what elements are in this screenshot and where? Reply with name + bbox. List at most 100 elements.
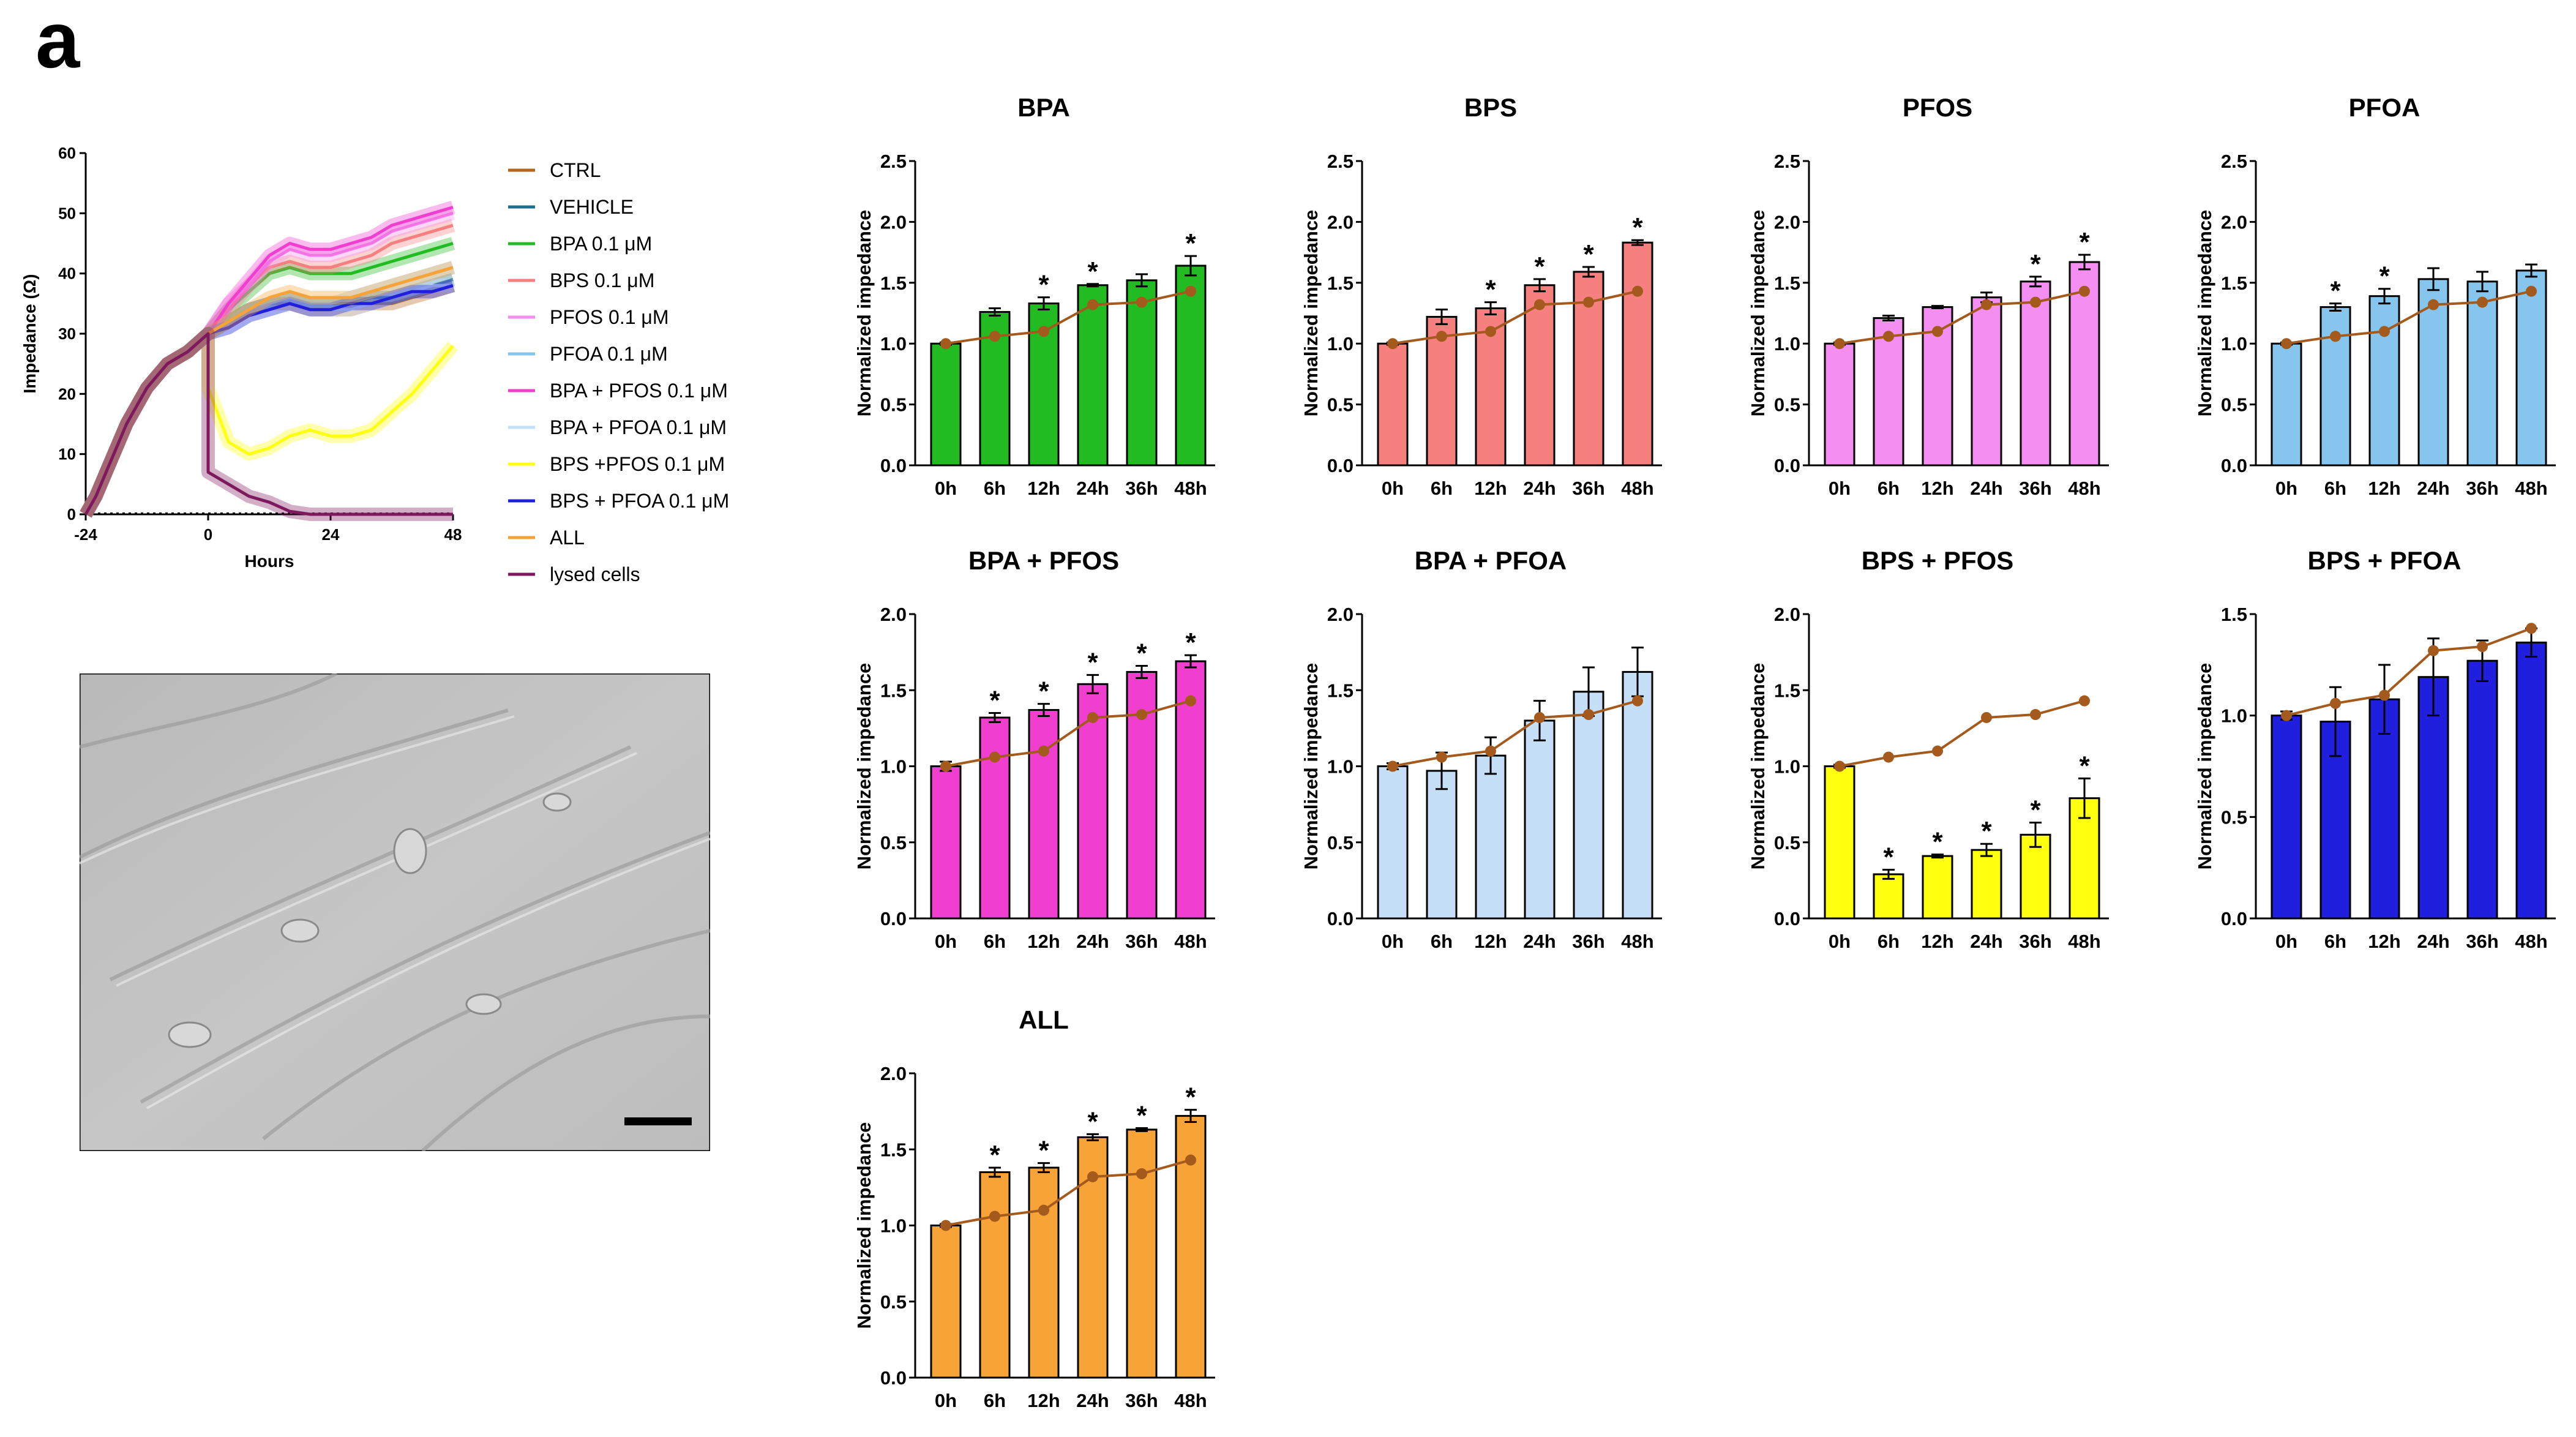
error-bar: [1980, 842, 1993, 857]
bar: [1971, 296, 2002, 467]
y-axis-title: Normalized impedance: [1300, 663, 1322, 870]
significance-star: *: [1632, 212, 1643, 242]
bar: [2271, 342, 2302, 467]
y-tick-label: 30: [58, 325, 76, 343]
error-bar: [989, 712, 1001, 723]
control-point: [1387, 338, 1398, 350]
legend-label-BPS_PFOS: BPS +PFOS 0.1 μM: [550, 453, 725, 475]
control-point: [1485, 745, 1496, 757]
bar: [1126, 279, 1158, 467]
series-line-BPS_PFOS: [84, 332, 454, 516]
error-bar: [1136, 273, 1148, 288]
y-tick-label: 1.0: [1327, 756, 1354, 778]
y-tick-label: 50: [58, 204, 76, 222]
control-point: [1038, 1204, 1049, 1216]
y-tick-label: 0.0: [1774, 908, 1800, 929]
control-point: [1485, 326, 1496, 337]
control-point: [1932, 326, 1943, 337]
x-tick-label: 48h: [1174, 931, 1207, 952]
series-band-BPS_PFOS: [80, 327, 459, 518]
y-axis-title: Normalized impedance: [1747, 210, 1769, 417]
significance-star: *: [1883, 842, 1894, 872]
x-tick-label: 0h: [2275, 931, 2297, 952]
control-point: [1185, 695, 1196, 707]
control-point: [2030, 709, 2041, 721]
y-tick-label: 2.0: [1327, 604, 1354, 625]
y-tick-label: 0.0: [2221, 908, 2247, 929]
x-tick-label: 36h: [2466, 931, 2498, 952]
significance-star: *: [1185, 1082, 1196, 1112]
y-tick-label: 1.5: [880, 272, 907, 294]
y-tick-label: 0.5: [1327, 832, 1354, 854]
y-axis-title: Normalized impedance: [853, 663, 875, 870]
error-bar: [1533, 278, 1546, 293]
x-tick-label: 6h: [1878, 478, 1900, 499]
bar: [2466, 280, 2498, 467]
bar-chart-bps: BPS Normalized impedance 0.0 0.5 1.0 1.5 2.0 2.…: [1300, 93, 1662, 499]
legend-label-BPA_PFOA: BPA + PFOA 0.1 μM: [550, 416, 727, 438]
chart-title: BPS: [1464, 93, 1517, 122]
control-point: [2379, 689, 2390, 701]
control-point: [2079, 285, 2090, 297]
x-tick-label: 12h: [1027, 478, 1060, 499]
x-tick-label: 36h: [2466, 478, 2498, 499]
x-tick-label: 24h: [1076, 478, 1109, 499]
control-point: [1087, 1171, 1098, 1182]
chart-title: BPA + PFOA: [1415, 546, 1567, 575]
y-tick-label: 1.5: [1327, 680, 1354, 701]
x-tick-label: 36h: [1125, 1390, 1158, 1411]
control-point: [1534, 711, 1545, 723]
error-bar: [1631, 239, 1644, 246]
control-line: [945, 1158, 1191, 1227]
bar: [1126, 670, 1158, 920]
series-line-lysed: [84, 332, 453, 516]
bar: [2515, 641, 2547, 920]
y-tick-label: 1.5: [880, 680, 907, 701]
significance-star: *: [2079, 751, 2090, 781]
y-tick-label: 20: [58, 385, 76, 403]
error-bar: [1185, 1109, 1197, 1124]
error-bar: [2029, 276, 2042, 288]
bar: [1126, 1128, 1158, 1379]
x-tick-label: 6h: [2324, 931, 2346, 952]
y-tick-label: 2.0: [2221, 211, 2247, 233]
chart-title: BPS + PFOS: [1862, 546, 2014, 575]
bar-chart-bpa: BPA Normalized impedance 0.0 0.5 1.0 1.5 2.0 2.…: [853, 93, 1215, 499]
x-tick-label: 48h: [2068, 931, 2100, 952]
bar: [1377, 765, 1409, 920]
x-tick-label: 0h: [1382, 478, 1404, 499]
x-tick-label: 36h: [1125, 931, 1158, 952]
bar: [1922, 855, 1953, 920]
error-bar: [1582, 266, 1595, 278]
control-point: [1981, 711, 1992, 723]
significance-star: *: [2379, 261, 2390, 291]
error-bar: [1931, 854, 1944, 859]
error-bar: [1485, 301, 1497, 315]
x-tick-label: 6h: [1431, 931, 1453, 952]
significance-star: *: [1087, 1106, 1098, 1136]
y-tick-label: 0.5: [2221, 394, 2247, 416]
y-tick-label: 0.0: [880, 455, 907, 476]
control-point: [1632, 695, 1643, 707]
significance-star: *: [1185, 628, 1196, 658]
control-point: [1387, 760, 1398, 772]
significance-star: *: [1136, 1100, 1147, 1130]
y-tick-label: 1.5: [880, 1139, 907, 1160]
bar: [979, 1171, 1011, 1379]
legend-label-CTRL: CTRL: [550, 159, 601, 181]
control-point: [2526, 623, 2537, 634]
bar: [2466, 659, 2498, 920]
significance-star: *: [1087, 647, 1098, 677]
control-point: [1981, 299, 1992, 310]
control-point: [1038, 326, 1049, 337]
bar: [2417, 676, 2449, 920]
x-axis-title: Hours: [245, 552, 294, 571]
bar: [1028, 1166, 1060, 1379]
x-tick-label: 12h: [1921, 478, 1953, 499]
microscopy-image: [78, 672, 711, 1153]
control-point: [1087, 711, 1098, 723]
significance-star: *: [1038, 1136, 1049, 1166]
significance-star: *: [2079, 227, 2090, 257]
y-tick-label: 1.0: [2221, 705, 2247, 727]
control-point: [940, 760, 951, 772]
